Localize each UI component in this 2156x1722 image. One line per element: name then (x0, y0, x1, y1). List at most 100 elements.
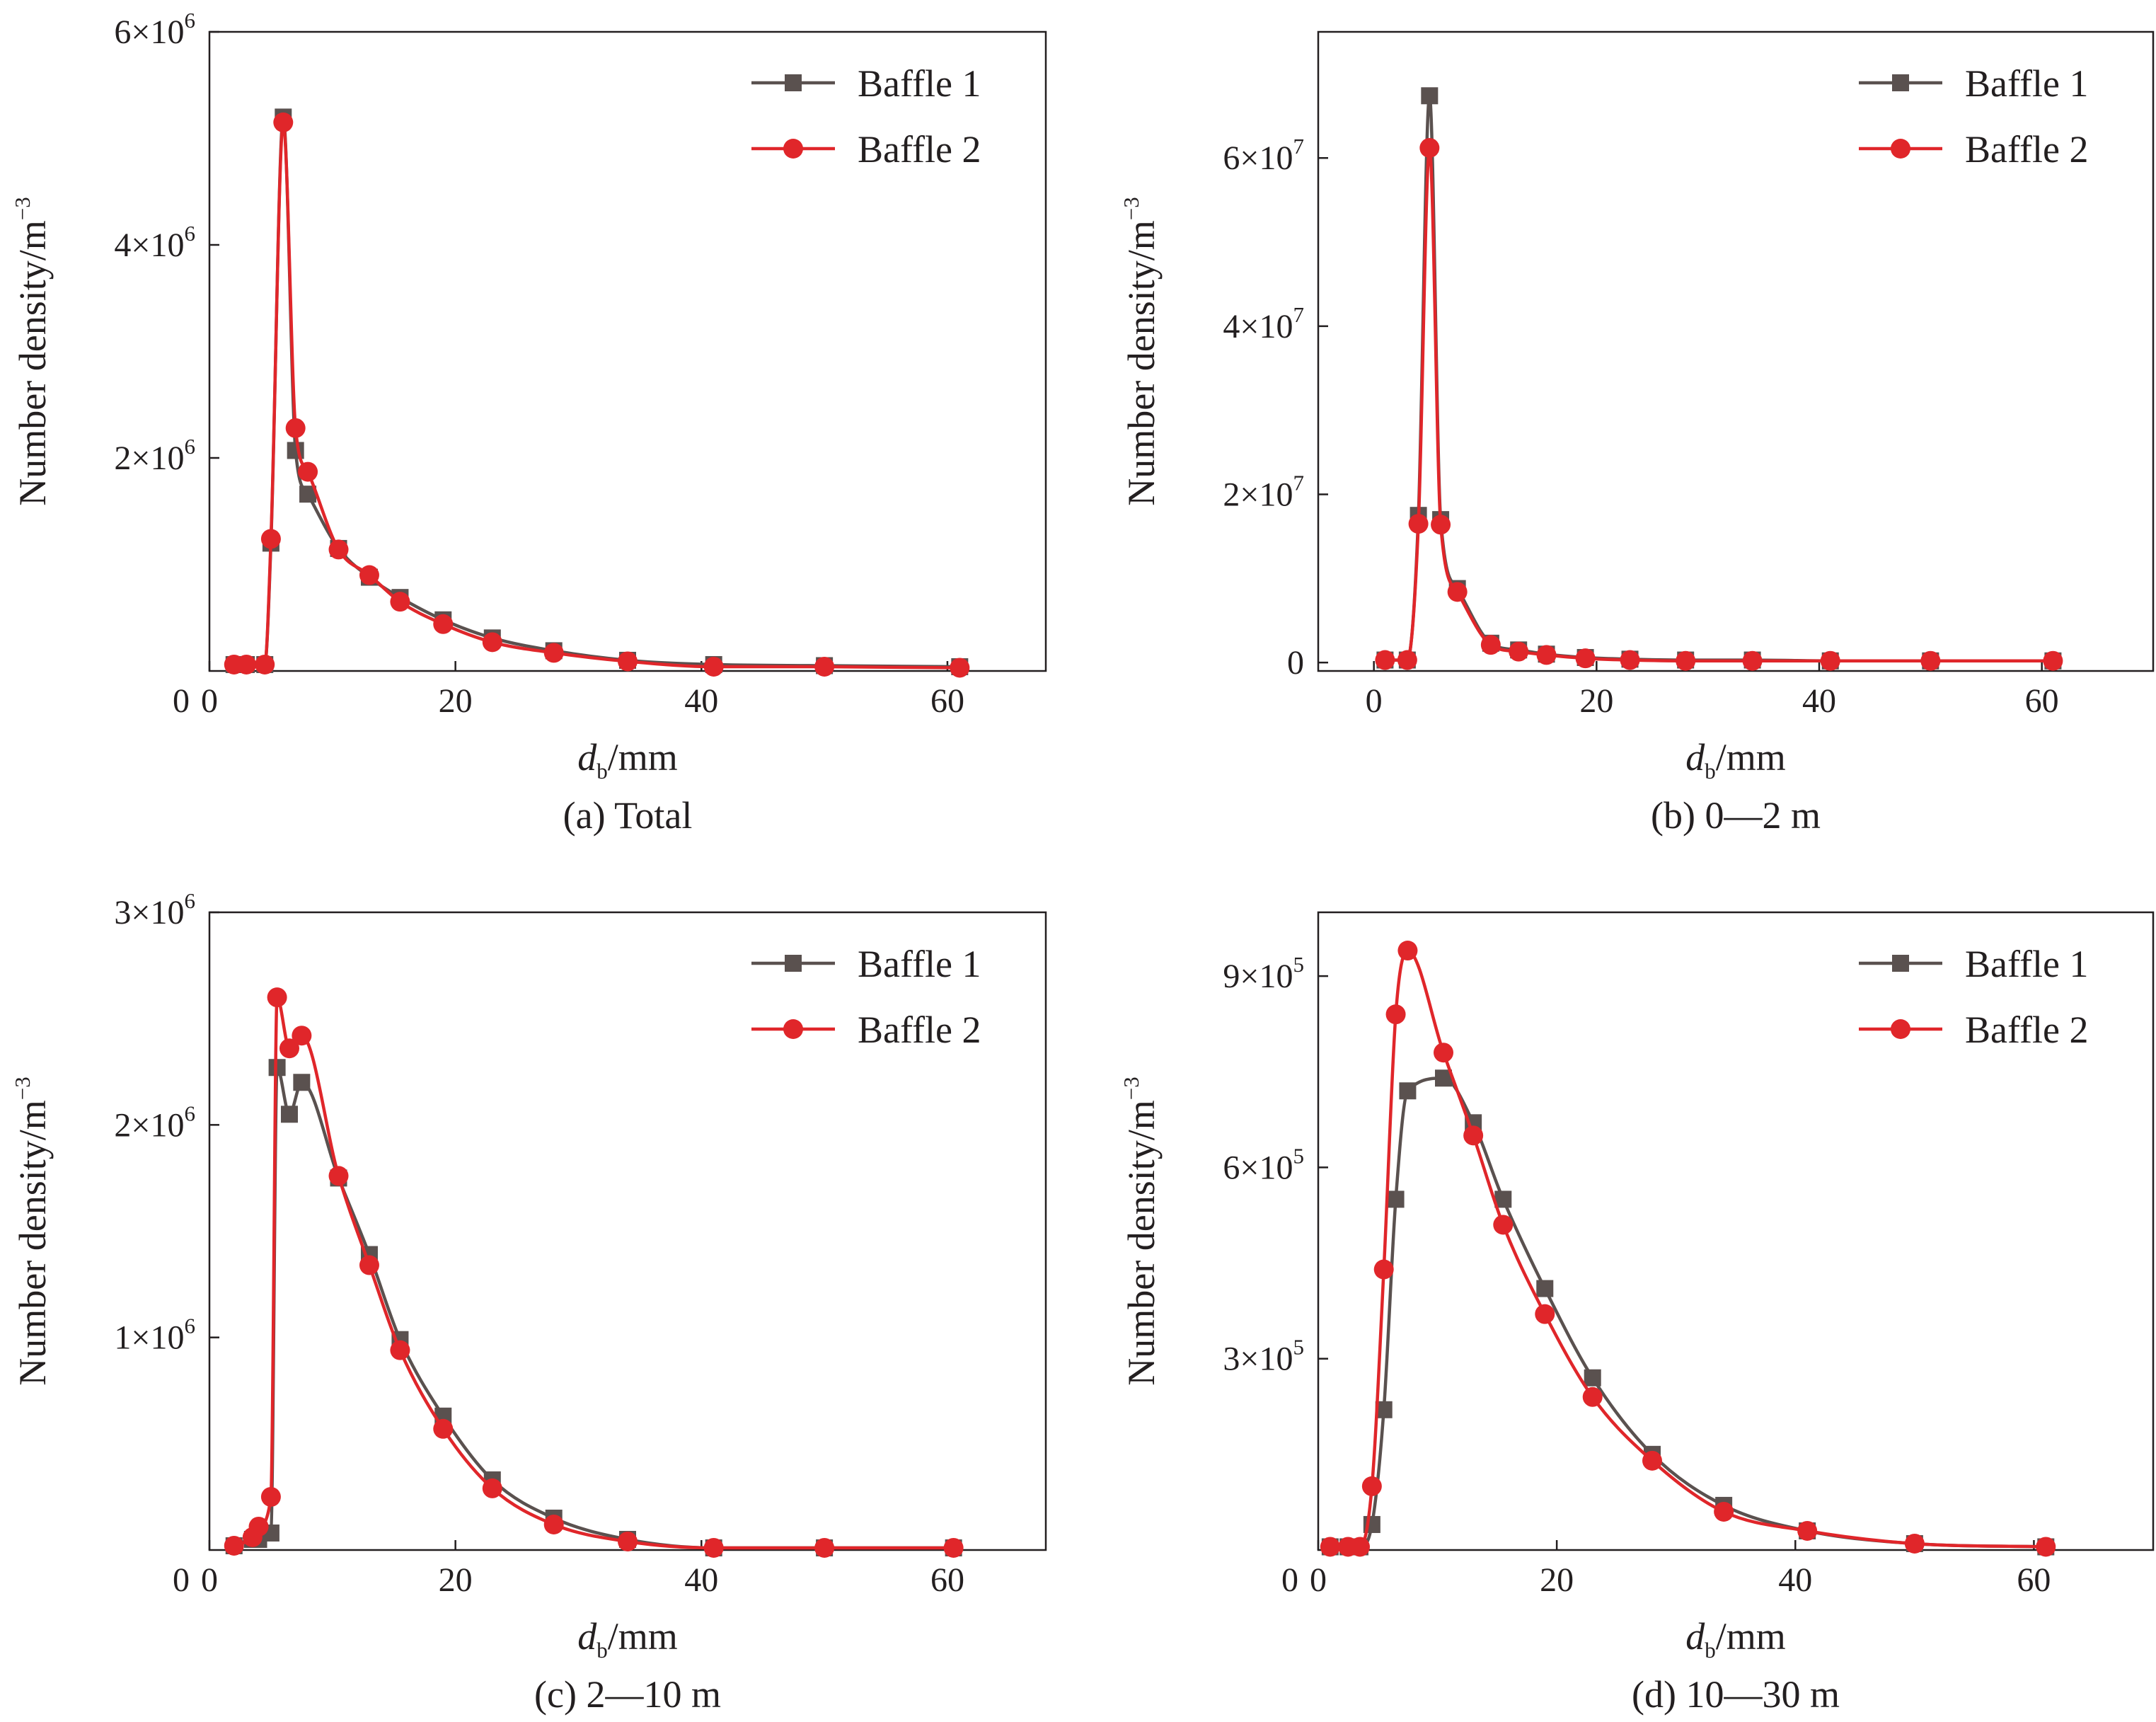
data-point-circle (328, 539, 349, 560)
data-point-square (280, 1106, 298, 1123)
data-point-circle (1397, 650, 1417, 670)
data-point-circle (248, 1516, 269, 1537)
legend-marker-circle (783, 1019, 803, 1039)
panel-caption: (c) 2—10 m (534, 1673, 721, 1716)
data-point-circle (1361, 1476, 1382, 1496)
series-line-1 (234, 115, 960, 669)
x-tick-label: 40 (1778, 1561, 1812, 1599)
legend-label: Baffle 2 (1965, 128, 2088, 171)
data-point-circle (260, 529, 281, 549)
panel-caption: (d) 10—30 m (1632, 1673, 1840, 1716)
data-point-circle (1431, 515, 1451, 535)
data-point-circle (1434, 1043, 1453, 1063)
y-tick-label: 2×106 (114, 434, 195, 477)
y-axis-title: Number density/m−3 (10, 1077, 54, 1385)
data-point-circle (618, 651, 638, 672)
data-point-circle (1582, 1387, 1603, 1407)
data-point-circle (2043, 650, 2063, 671)
data-point-circle (1676, 650, 1696, 671)
data-point-circle (390, 592, 410, 612)
data-point-circle (236, 654, 257, 675)
x-tick-label: 60 (930, 1561, 964, 1599)
x-axis-title: db/mm (577, 736, 678, 783)
panel-caption: (b) 0—2 m (1651, 794, 1821, 837)
y-tick-label: 1×106 (114, 1314, 195, 1357)
series-line-1 (1330, 1077, 2046, 1549)
plot-frame (1317, 911, 2155, 1551)
data-point-circle (260, 1486, 281, 1507)
legend-label: Baffle 1 (858, 943, 981, 985)
data-point-circle (273, 112, 294, 132)
origin-label: 0 (1281, 1561, 1298, 1599)
y-tick-label: 2×106 (114, 1101, 195, 1144)
data-point-circle (1463, 1125, 1484, 1146)
data-point-square (287, 442, 304, 459)
series-line-2 (234, 120, 960, 670)
data-point-circle (1373, 1259, 1394, 1280)
data-point-circle (1408, 514, 1429, 534)
data-point-circle (1447, 582, 1468, 602)
data-point-circle (1742, 650, 1763, 671)
data-point-circle (814, 656, 835, 677)
y-axis-title: Number density/m−3 (1119, 197, 1163, 505)
x-axis-title: db/mm (1685, 1615, 1786, 1663)
legend-label: Baffle 1 (1965, 943, 2088, 985)
data-point-circle (224, 1535, 244, 1556)
data-point-circle (1320, 1537, 1340, 1557)
x-tick-label: 40 (684, 682, 718, 720)
data-point-circle (1350, 1537, 1370, 1557)
y-tick-label: 6×106 (114, 8, 195, 51)
data-point-circle (618, 1531, 638, 1551)
series-line-1 (234, 1065, 954, 1550)
data-point-circle (359, 1255, 379, 1275)
x-tick-label: 60 (2017, 1561, 2051, 1599)
panel-caption: (a) Total (563, 794, 693, 837)
data-point-circle (1820, 650, 1840, 671)
data-point-circle (328, 1166, 349, 1186)
series-line-1 (1385, 94, 2053, 662)
y-tick-label: 3×105 (1223, 1335, 1304, 1378)
y-tick-label: 3×106 (114, 888, 195, 931)
data-point-circle (482, 1478, 502, 1498)
data-point-circle (1385, 1004, 1406, 1025)
legend-marker-circle (1891, 139, 1910, 159)
data-point-circle (703, 1537, 724, 1558)
data-point-circle (279, 1038, 299, 1059)
chart-panel-c: 0 20 40 60 0 1×106 2×106 3×106 Number density/m−… (10, 888, 1047, 1716)
data-point-circle (943, 1537, 964, 1558)
y-axis-title: Number density/m−3 (1119, 1077, 1163, 1385)
y-tick-label: 6×105 (1223, 1143, 1304, 1186)
data-point-circle (1535, 1304, 1555, 1324)
x-tick-label: 60 (2025, 682, 2059, 720)
series-line-2 (1330, 948, 2046, 1549)
legend-label: Baffle 2 (858, 1009, 981, 1051)
data-point-circle (2036, 1537, 2056, 1557)
data-point-circle (482, 632, 502, 653)
series-line-2 (233, 995, 954, 1550)
x-tick-label: 0 (201, 1561, 218, 1599)
legend-marker-circle (783, 139, 803, 159)
data-point-square (293, 1074, 311, 1091)
data-point-circle (1493, 1215, 1514, 1235)
data-point-circle (1536, 645, 1557, 665)
legend-marker-square (785, 74, 802, 91)
data-point-circle (1620, 650, 1640, 670)
data-point-circle (292, 1026, 312, 1046)
x-tick-label: 20 (439, 682, 473, 720)
y-tick-label: 2×107 (1223, 470, 1304, 513)
data-point-circle (1397, 941, 1418, 961)
data-point-square (1584, 1369, 1601, 1387)
chart-panel-a: 0 20 40 60 0 2×106 4×106 6×106 Number density/m−… (10, 8, 1047, 837)
data-point-circle (1575, 648, 1596, 669)
data-point-circle (814, 1537, 835, 1558)
data-point-circle (390, 1340, 410, 1360)
legend-marker-circle (1891, 1019, 1910, 1039)
x-tick-label: 0 (201, 682, 218, 720)
data-point-circle (255, 654, 275, 675)
origin-label: 0 (173, 1561, 190, 1599)
data-point-circle (1797, 1520, 1818, 1541)
data-point-circle (1904, 1533, 1925, 1554)
x-axis-title: db/mm (577, 1615, 678, 1663)
legend-marker-square (1892, 74, 1909, 91)
data-point-circle (267, 987, 287, 1008)
